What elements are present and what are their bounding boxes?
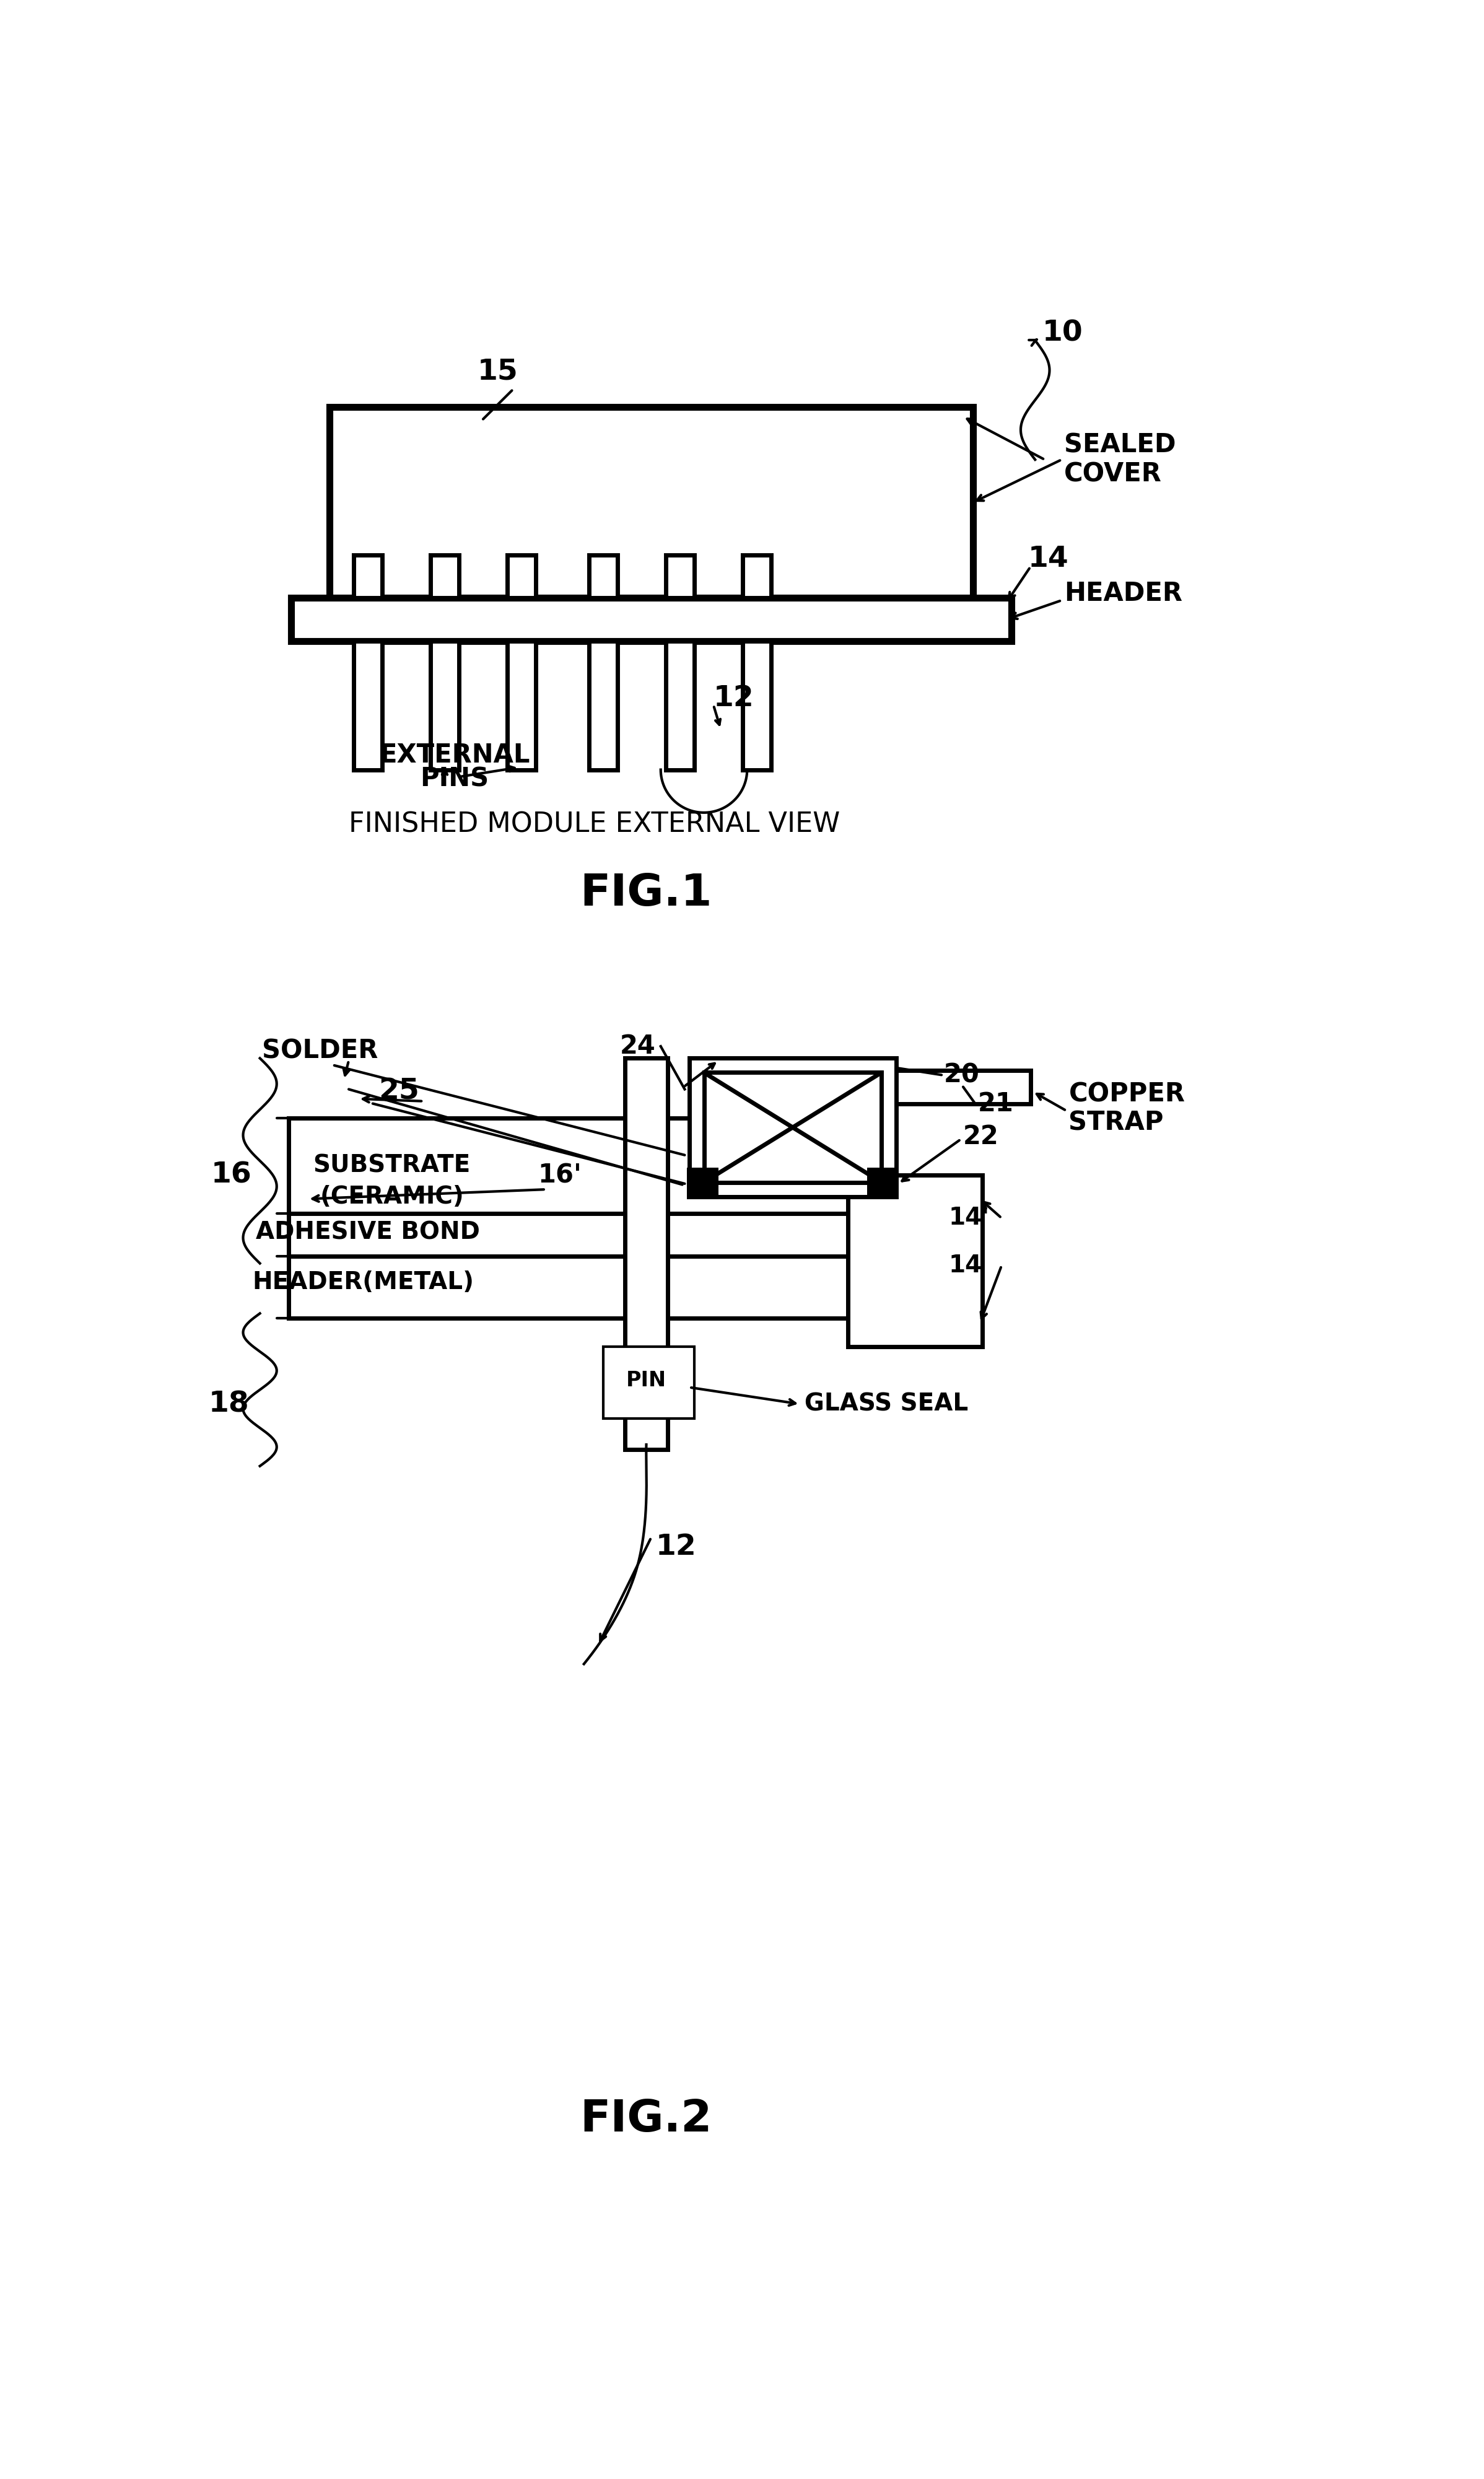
Text: 21: 21	[978, 1091, 1014, 1116]
Bar	[687, 1168, 718, 1200]
Bar	[665, 555, 695, 597]
Bar	[289, 1212, 847, 1257]
Bar	[589, 642, 617, 768]
Text: 15: 15	[478, 357, 518, 384]
Text: PINS: PINS	[420, 766, 488, 793]
Text: FIG.2: FIG.2	[580, 2097, 712, 2142]
Bar	[353, 555, 383, 597]
Text: 24: 24	[620, 1034, 656, 1059]
Text: PIN: PIN	[626, 1371, 666, 1391]
Text: 16': 16'	[539, 1163, 582, 1187]
Bar	[603, 1346, 695, 1418]
Bar	[867, 1168, 898, 1200]
Text: 18: 18	[208, 1391, 249, 1418]
Text: 16: 16	[211, 1160, 251, 1190]
Bar	[665, 642, 695, 768]
Text: HEADER: HEADER	[1064, 580, 1183, 607]
Text: HEADER(METAL): HEADER(METAL)	[252, 1272, 473, 1294]
Text: 10: 10	[1042, 320, 1083, 347]
Text: 14: 14	[948, 1254, 982, 1277]
Text: ADHESIVE BOND: ADHESIVE BOND	[255, 1220, 479, 1244]
Bar	[896, 1071, 1030, 1103]
Text: STRAP: STRAP	[1068, 1111, 1163, 1135]
Bar	[508, 642, 536, 768]
Text: FINISHED MODULE EXTERNAL VIEW: FINISHED MODULE EXTERNAL VIEW	[349, 811, 840, 838]
Bar	[742, 555, 772, 597]
Text: COVER: COVER	[1064, 461, 1162, 486]
Text: 22: 22	[963, 1123, 999, 1150]
Bar	[508, 555, 536, 597]
Bar	[329, 407, 972, 597]
Text: 20: 20	[944, 1061, 979, 1088]
Text: 14: 14	[1028, 545, 1068, 573]
Bar	[430, 555, 459, 597]
Bar	[589, 555, 617, 597]
Text: GLASS SEAL: GLASS SEAL	[804, 1393, 969, 1416]
Bar	[742, 642, 772, 768]
Bar	[353, 642, 383, 768]
Text: SEALED: SEALED	[1064, 431, 1175, 459]
Text: 12: 12	[714, 684, 754, 711]
Text: SOLDER: SOLDER	[261, 1039, 378, 1063]
Text: FIG.1: FIG.1	[580, 873, 712, 915]
Text: COPPER: COPPER	[1068, 1081, 1186, 1108]
Bar	[289, 1257, 847, 1319]
Text: 25: 25	[378, 1078, 420, 1106]
Bar	[430, 642, 459, 768]
Bar	[291, 597, 1011, 642]
Bar	[625, 1059, 668, 1450]
Text: 14': 14'	[948, 1207, 990, 1230]
Bar	[703, 1073, 881, 1182]
Text: (CERAMIC): (CERAMIC)	[321, 1185, 464, 1207]
Bar	[847, 1175, 982, 1346]
Text: 12: 12	[656, 1532, 696, 1562]
Bar	[690, 1059, 896, 1197]
Text: SUBSTRATE: SUBSTRATE	[313, 1153, 470, 1178]
Text: EXTERNAL: EXTERNAL	[378, 741, 530, 768]
Bar	[289, 1118, 847, 1212]
